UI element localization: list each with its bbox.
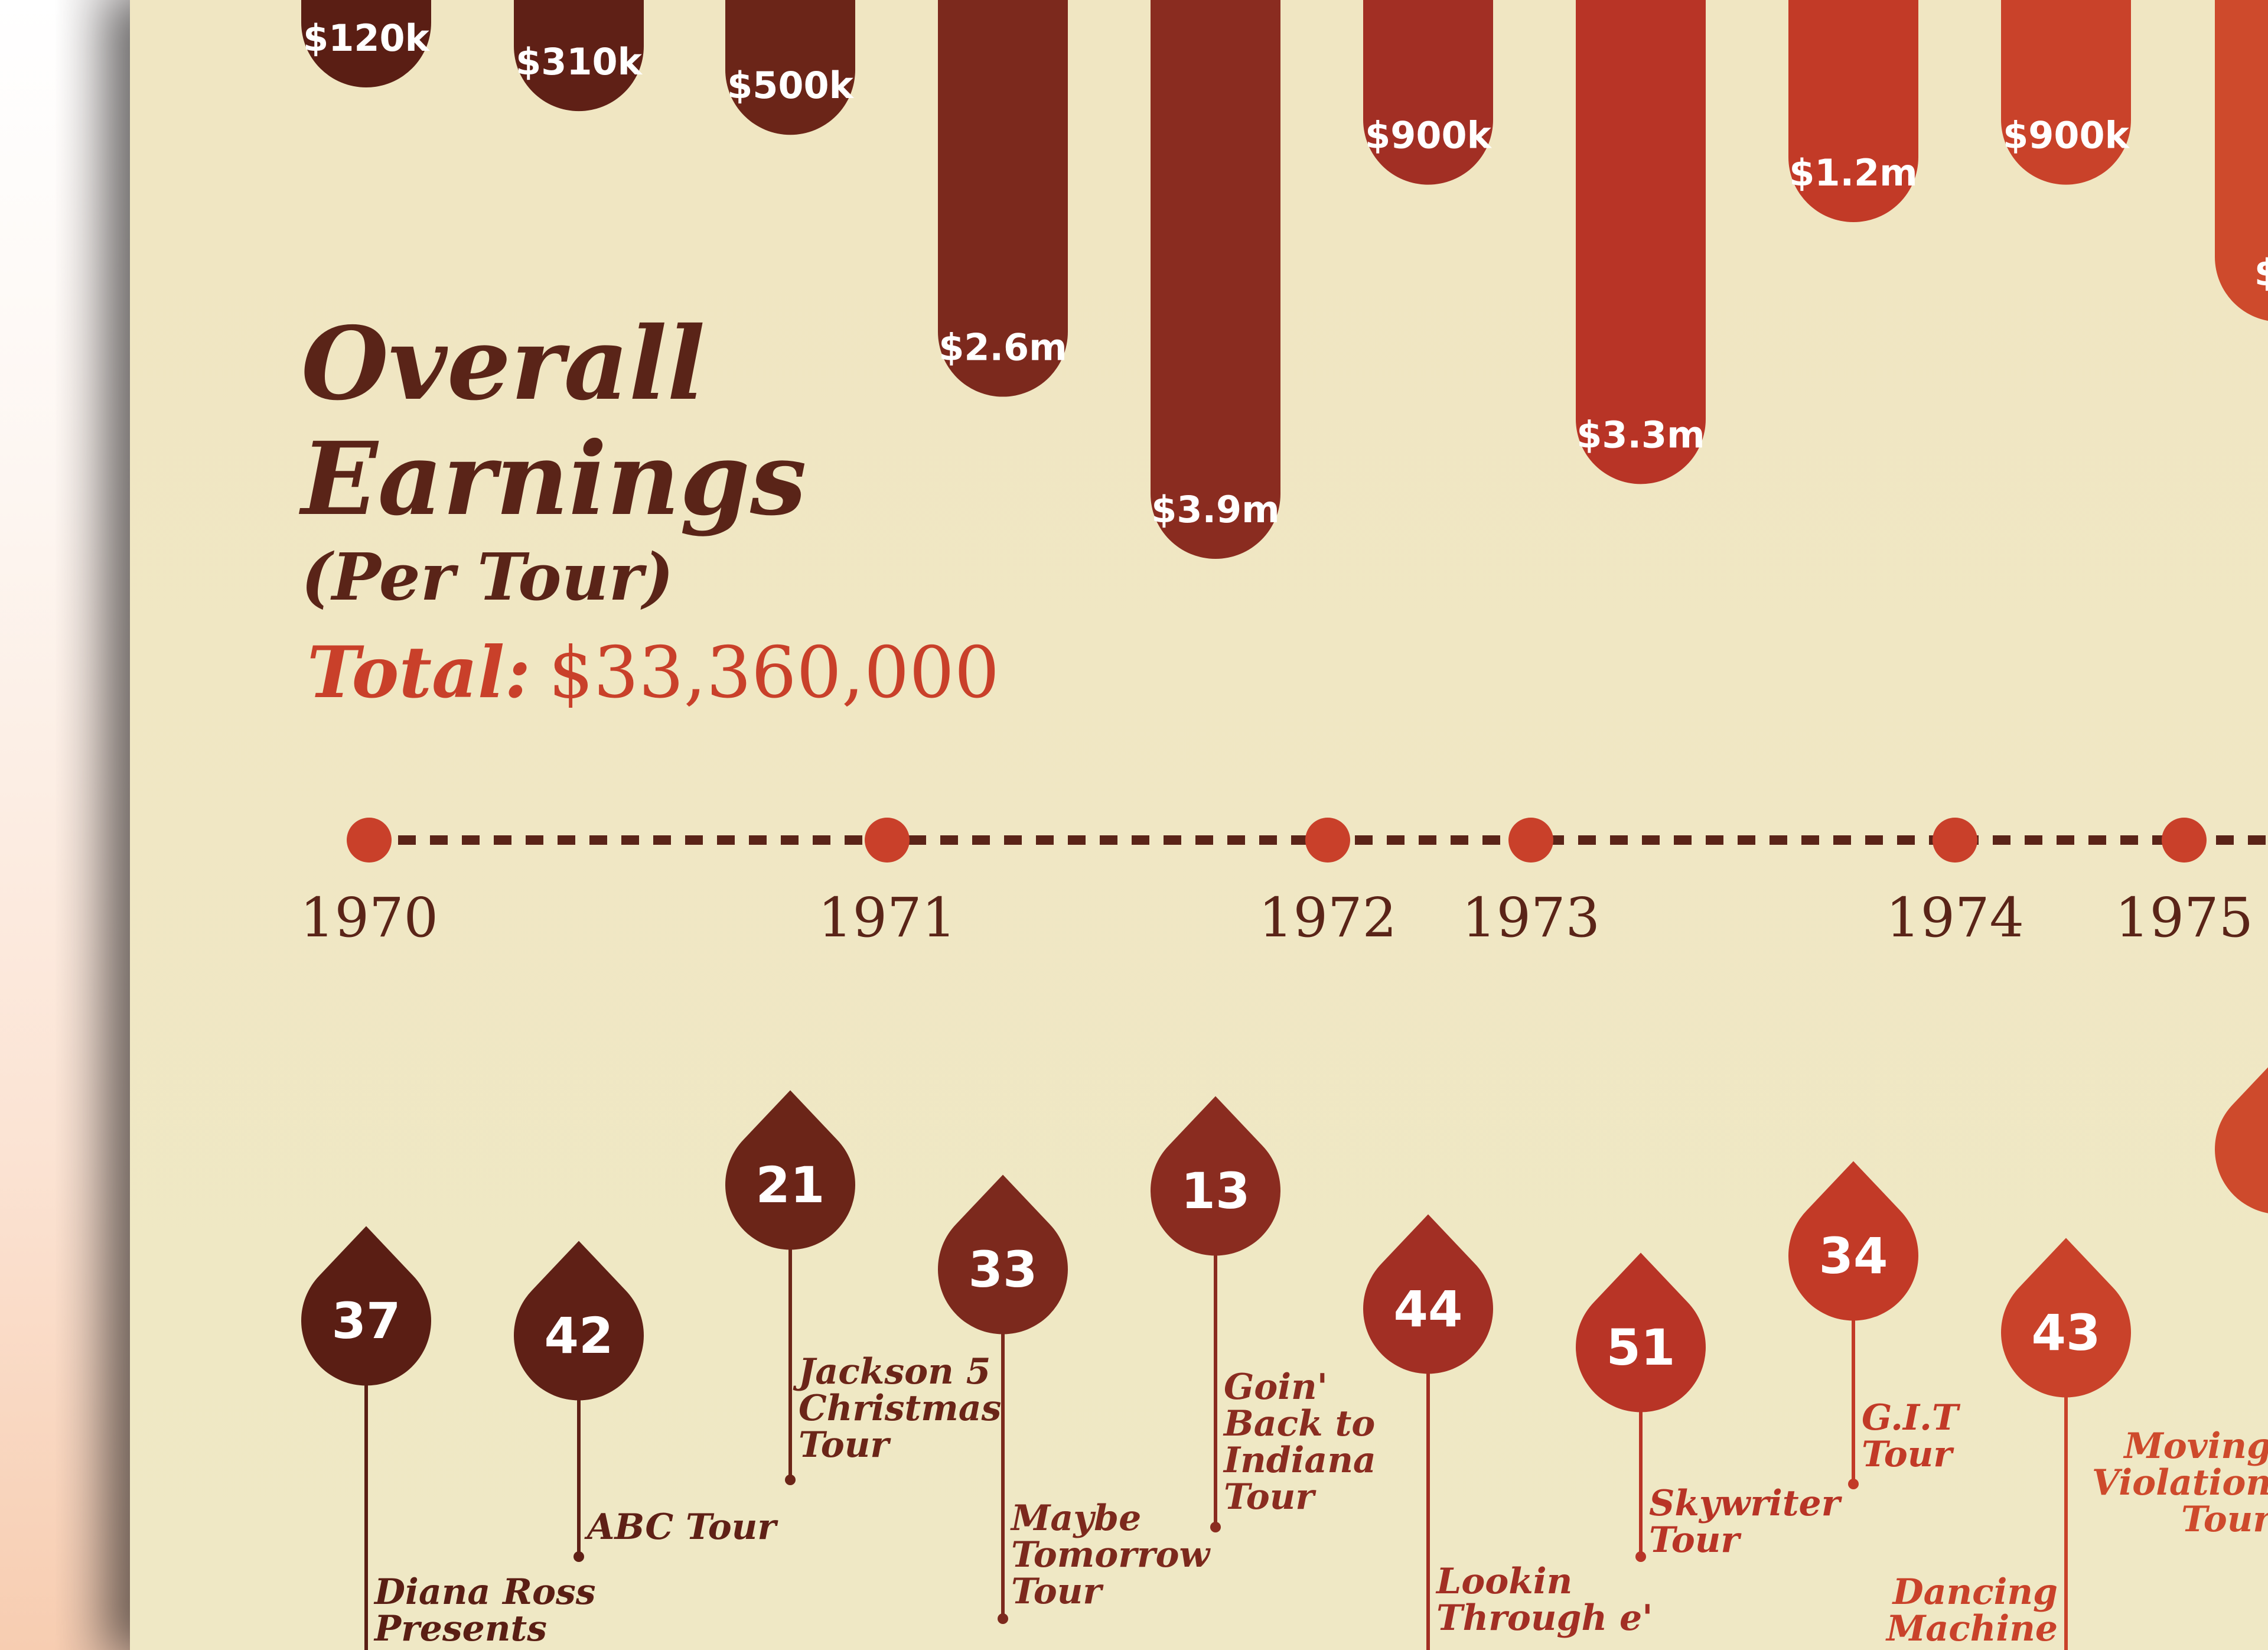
chart-title-line-1: Overall bbox=[301, 305, 705, 423]
tour-name-label: G.I.T Tour bbox=[1862, 1397, 1961, 1475]
bar-value-label: $2 bbox=[2254, 251, 2268, 294]
timeline-dot bbox=[865, 818, 910, 863]
earnings-bar bbox=[1788, 0, 1918, 222]
earnings-bar bbox=[1576, 0, 1706, 484]
earnings-bar bbox=[301, 0, 431, 87]
tour-concert-count: 21 bbox=[756, 1156, 825, 1214]
tour-concert-count: 34 bbox=[1819, 1227, 1888, 1285]
bar-value-label: $1.2m bbox=[1789, 151, 1918, 194]
pin-stem-end bbox=[573, 1551, 584, 1562]
pin-stem-end bbox=[1210, 1522, 1221, 1532]
bar-value-label: $3.3m bbox=[1576, 413, 1705, 456]
bar-value-label: $2.6m bbox=[939, 326, 1067, 369]
tour-pin-drop bbox=[301, 1226, 431, 1386]
timeline-dot bbox=[1933, 818, 1977, 863]
timeline-year-label: 1971 bbox=[818, 886, 956, 949]
tour-name-label: Diana Ross Presents bbox=[373, 1571, 596, 1649]
earnings-bar bbox=[1363, 0, 1493, 185]
timeline-dot bbox=[1305, 818, 1350, 863]
tour-name-label: Goin' Back to Indiana Tour bbox=[1223, 1366, 1376, 1518]
timeline-dot bbox=[2162, 818, 2207, 863]
tour-pin-drop bbox=[514, 1241, 644, 1401]
tour-pin-drop bbox=[1788, 1161, 1918, 1321]
bar-value-label: $120k bbox=[303, 17, 431, 60]
tour-pin-drop bbox=[725, 1090, 855, 1250]
timeline-year-label: 1970 bbox=[300, 886, 438, 949]
timeline-year-label: 1975 bbox=[2115, 886, 2253, 949]
tour-concert-count: 13 bbox=[1181, 1162, 1250, 1220]
timeline-year-label: 1973 bbox=[1462, 886, 1600, 949]
tour-name-label: ABC Tour bbox=[584, 1506, 778, 1548]
pin-stem-end bbox=[1635, 1551, 1646, 1562]
earnings-bar bbox=[2215, 0, 2268, 321]
tour-name-label: Jackson 5 Christmas Tour bbox=[793, 1351, 1001, 1466]
earnings-bar bbox=[725, 0, 855, 135]
earnings-bar bbox=[2001, 0, 2131, 185]
earnings-bar bbox=[514, 0, 644, 112]
tour-pin-drop bbox=[2000, 1238, 2131, 1398]
tour-pin-drop bbox=[2215, 1067, 2268, 1213]
tour-pin-drop bbox=[1363, 1214, 1493, 1374]
earnings-bar bbox=[938, 0, 1068, 397]
tour-concert-count: 51 bbox=[1606, 1319, 1676, 1376]
page-shadow bbox=[0, 0, 136, 1650]
bar-value-label: $3.9m bbox=[1151, 488, 1280, 531]
total-earnings: Total: $33,360,000 bbox=[307, 631, 999, 714]
bar-value-label: $500k bbox=[727, 64, 855, 107]
tour-pin-drop bbox=[1151, 1096, 1280, 1256]
tour-concert-count: 43 bbox=[2032, 1304, 2101, 1362]
tour-concert-count: 37 bbox=[332, 1292, 401, 1350]
tour-concert-count: 33 bbox=[969, 1241, 1038, 1298]
timeline-dot bbox=[347, 818, 392, 863]
chart-subtitle: (Per Tour) bbox=[301, 539, 674, 615]
tour-pin-drop bbox=[1575, 1252, 1706, 1413]
tour-concert-count: 42 bbox=[545, 1307, 614, 1365]
tour-name-label: Maybe Tomorrow Tour bbox=[1010, 1498, 1211, 1612]
tour-concert-count: 44 bbox=[1394, 1280, 1463, 1338]
tour-name-label: Lookin Through e' bbox=[1435, 1561, 1653, 1639]
timeline-dot bbox=[1508, 818, 1553, 863]
earnings-bar bbox=[1151, 0, 1280, 559]
timeline-year-label: 1974 bbox=[1886, 886, 2024, 949]
bar-value-label: $900k bbox=[2003, 114, 2130, 157]
bar-value-label: $310k bbox=[516, 40, 643, 83]
pin-stem-end bbox=[785, 1475, 796, 1485]
chart-title-line-2: Earnings bbox=[299, 420, 807, 538]
tour-name-label: Moving Violation Tour bbox=[2092, 1426, 2268, 1540]
tour-name-label: Dancing Machine bbox=[1885, 1571, 2058, 1649]
tour-concert-count: 1 bbox=[2263, 1121, 2268, 1179]
timeline-year-label: 1972 bbox=[1259, 886, 1397, 949]
tour-name-label: Skywriter Tour bbox=[1649, 1483, 1843, 1561]
earnings-chart: $120k $310k $500k $2.6m $3.9m $900k $3.3m $1.2m… bbox=[299, 0, 2268, 1650]
tour-pin-drop bbox=[938, 1174, 1068, 1335]
pin-stem-end bbox=[998, 1613, 1008, 1624]
bar-value-label: $900k bbox=[1365, 114, 1493, 157]
pin-stem-end bbox=[1848, 1479, 1859, 1489]
infographic-poster: $120k $310k $500k $2.6m $3.9m $900k $3.3m $1.2m… bbox=[130, 0, 2268, 1650]
